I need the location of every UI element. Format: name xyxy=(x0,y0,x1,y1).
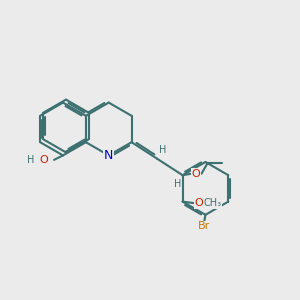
Text: H: H xyxy=(159,145,166,155)
Text: O: O xyxy=(195,198,203,208)
Text: O: O xyxy=(192,169,200,179)
Text: H: H xyxy=(27,155,34,165)
Text: O: O xyxy=(39,155,48,165)
Text: Br: Br xyxy=(198,221,210,231)
Text: N: N xyxy=(104,149,113,162)
Text: H: H xyxy=(173,178,181,189)
Text: CH₃: CH₃ xyxy=(203,198,222,208)
